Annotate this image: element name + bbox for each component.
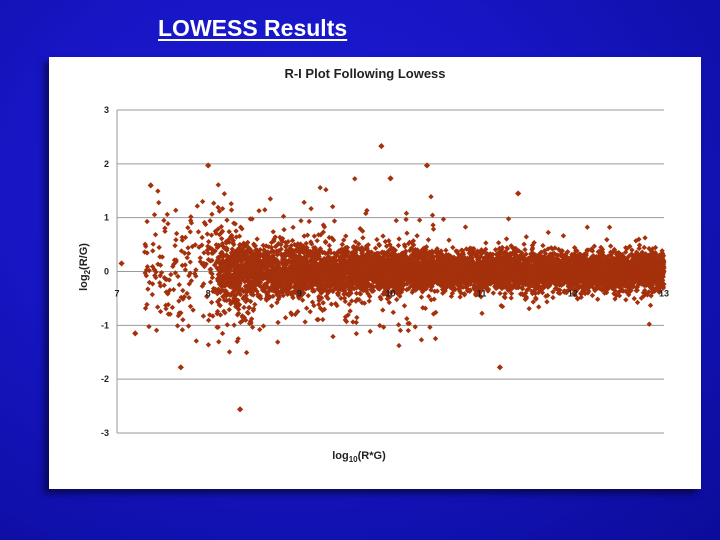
data-point bbox=[490, 290, 497, 296]
data-points bbox=[118, 142, 667, 413]
data-point bbox=[450, 244, 456, 251]
data-point bbox=[224, 322, 230, 328]
data-point bbox=[395, 242, 402, 249]
data-point bbox=[268, 303, 275, 309]
data-point bbox=[281, 226, 287, 233]
data-point bbox=[595, 296, 601, 302]
data-point bbox=[307, 309, 313, 315]
data-point bbox=[366, 298, 372, 304]
data-point bbox=[544, 299, 550, 305]
data-point bbox=[241, 304, 247, 311]
data-point bbox=[314, 237, 320, 244]
data-point bbox=[521, 241, 527, 247]
data-point bbox=[589, 292, 596, 299]
data-point bbox=[495, 240, 502, 246]
data-point bbox=[550, 294, 556, 301]
chart-panel: 7 8 9 10 11 12 13 3 2 1 0 -1 -2 -3 R-I Plot Following… bbox=[49, 57, 701, 489]
data-point bbox=[607, 243, 614, 249]
data-point bbox=[341, 237, 347, 243]
data-point bbox=[305, 292, 311, 299]
data-point bbox=[457, 294, 463, 300]
data-point bbox=[513, 245, 519, 252]
data-point bbox=[641, 244, 647, 251]
data-point bbox=[623, 297, 629, 303]
data-point bbox=[347, 308, 353, 314]
data-point bbox=[443, 247, 449, 254]
data-point bbox=[289, 237, 296, 244]
slide-title: LOWESS Results bbox=[158, 15, 348, 41]
data-point bbox=[503, 236, 510, 242]
data-point bbox=[274, 252, 281, 258]
data-point bbox=[522, 246, 528, 253]
data-point bbox=[326, 242, 332, 249]
data-point bbox=[508, 295, 514, 301]
data-point bbox=[646, 289, 652, 295]
data-point bbox=[219, 235, 225, 242]
data-point bbox=[540, 242, 546, 249]
data-point bbox=[523, 234, 530, 240]
data-point bbox=[380, 233, 386, 239]
data-point bbox=[254, 236, 260, 242]
